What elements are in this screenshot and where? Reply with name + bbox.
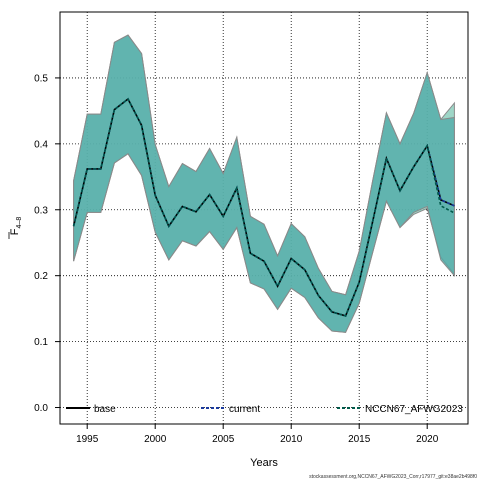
x-axis: 1995 2000 2005 2010 2015 2020 — [76, 424, 439, 445]
y-axis: 0.0 0.1 0.2 0.3 0.4 0.5 — [34, 73, 60, 414]
y-tick-label-0.4: 0.4 — [34, 139, 48, 150]
legend-item-current: current — [201, 404, 260, 415]
y-axis-title-sub: 4–8 — [16, 217, 23, 229]
legend: base current NCCN67_AFWG2023 — [66, 404, 463, 415]
x-tick-label-2005: 2005 — [212, 434, 235, 445]
y-axis-title: F4–8 — [8, 217, 23, 239]
y-tick-label-0.3: 0.3 — [34, 205, 48, 216]
band-base — [73, 34, 455, 333]
x-tick-label-2020: 2020 — [416, 434, 439, 445]
y-axis-title-main: F — [9, 228, 21, 235]
confidence-bands — [73, 34, 455, 333]
x-tick-label-2010: 2010 — [280, 434, 303, 445]
plot-frame — [59, 11, 469, 425]
x-tick-label-2015: 2015 — [348, 434, 371, 445]
y-tick-label-0.1: 0.1 — [34, 337, 48, 348]
y-tick-label-0.0: 0.0 — [34, 403, 48, 414]
x-tick-label-1995: 1995 — [76, 434, 99, 445]
legend-label-current: current — [229, 404, 260, 415]
series-lines — [72, 97, 455, 317]
legend-item-base: base — [66, 404, 116, 415]
x-axis-title: Years — [250, 457, 278, 469]
y-tick-label-0.5: 0.5 — [34, 73, 48, 84]
x-tick-label-2000: 2000 — [144, 434, 167, 445]
legend-label-base: base — [94, 404, 116, 415]
legend-item-nccn67-afwg2023: NCCN67_AFWG2023 — [337, 404, 463, 415]
legend-label-nccn67-afwg2023: NCCN67_AFWG2023 — [365, 404, 463, 415]
line-nccn67-afwg2023 — [72, 97, 455, 317]
footer-note: stockassessment.org,NCCN67_AFWG2023_Corr… — [309, 474, 477, 480]
y-tick-label-0.2: 0.2 — [34, 271, 48, 282]
svg-text:F4–8: F4–8 — [9, 217, 23, 236]
